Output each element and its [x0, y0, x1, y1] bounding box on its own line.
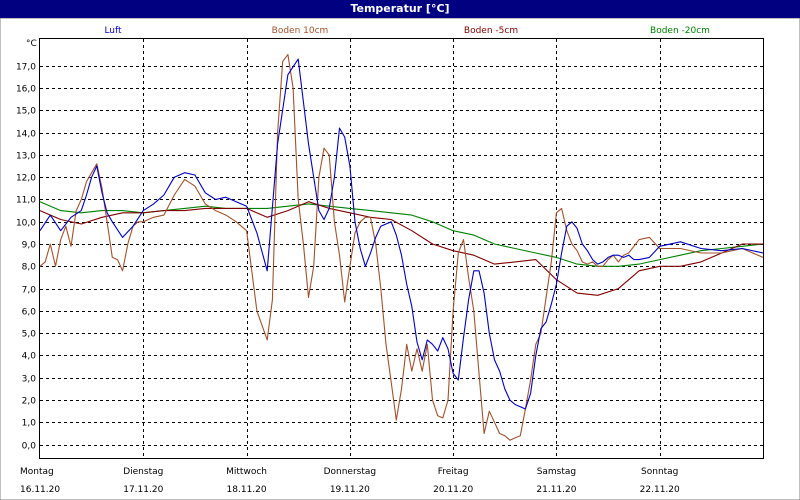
- legend: Luft Boden 10cm Boden -5cm Boden -20cm: [104, 26, 710, 36]
- y-tick-label: 10,0: [16, 219, 36, 229]
- x-tick-day: Dienstag: [123, 467, 163, 477]
- chart-title: Temperatur [°C]: [0, 0, 800, 18]
- x-tick-date: 21.11.20: [536, 485, 576, 495]
- legend-entry: Boden 10cm: [272, 26, 329, 36]
- y-tick-label: 2,0: [22, 397, 37, 407]
- x-tick-day: Montag: [20, 467, 54, 477]
- series-line-luft: [39, 58, 764, 410]
- series-line-boden-5cm: [39, 201, 763, 296]
- y-tick-label: 5,0: [22, 330, 37, 340]
- y-tick-label: 15,0: [16, 107, 36, 117]
- y-tick-label: 3,0: [22, 375, 37, 385]
- y-tick-label: 17,0: [16, 63, 36, 73]
- x-tick-date: 17.11.20: [123, 485, 163, 495]
- y-tick-label: 9,0: [22, 241, 37, 251]
- y-tick-label: 0,0: [22, 442, 37, 452]
- x-tick-date: 19.11.20: [330, 485, 370, 495]
- x-tick-day: Freitag: [438, 467, 469, 477]
- series-line-boden-10cm: [39, 54, 764, 441]
- x-tick-day: Mittwoch: [226, 467, 267, 477]
- y-tick-label: 16,0: [16, 85, 36, 95]
- x-tick-date: 16.11.20: [20, 485, 60, 495]
- y-unit-label: °C: [26, 39, 37, 49]
- x-tick-labels: Montag 16.11.20 Dienstag 17.11.20 Mittwoch 18…: [20, 467, 680, 495]
- series-lines: [39, 54, 764, 441]
- y-tick-labels: 0,0 1,0 2,0 3,0 4,0 5,0 6,0 7,0 8,0 9,0 10,0 11,0 12…: [16, 63, 36, 452]
- y-tick-label: 6,0: [22, 308, 37, 318]
- plot-area: [39, 38, 764, 459]
- y-tick-label: 14,0: [16, 130, 36, 140]
- x-tick-day: Samstag: [537, 467, 576, 477]
- legend-entry: Boden -5cm: [464, 26, 518, 36]
- y-tick-label: 12,0: [16, 174, 36, 184]
- x-tick-date: 18.11.20: [227, 485, 267, 495]
- y-tick-label: 8,0: [22, 263, 37, 273]
- legend-entry: Boden -20cm: [650, 26, 710, 36]
- x-tick-date: 22.11.20: [640, 485, 680, 495]
- y-tick-label: 11,0: [16, 196, 36, 206]
- x-tick-day: Donnerstag: [324, 467, 377, 477]
- y-tick-label: 4,0: [22, 352, 37, 362]
- y-tick-label: 7,0: [22, 286, 37, 296]
- grid: [40, 39, 763, 458]
- legend-entry: Luft: [104, 26, 122, 36]
- y-tick-label: 1,0: [22, 419, 37, 429]
- temperature-chart: Luft Boden 10cm Boden -5cm Boden -20cm °C 0…: [0, 18, 800, 500]
- x-tick-date: 20.11.20: [433, 485, 473, 495]
- x-tick-day: Sonntag: [641, 467, 678, 477]
- y-tick-label: 13,0: [16, 152, 36, 162]
